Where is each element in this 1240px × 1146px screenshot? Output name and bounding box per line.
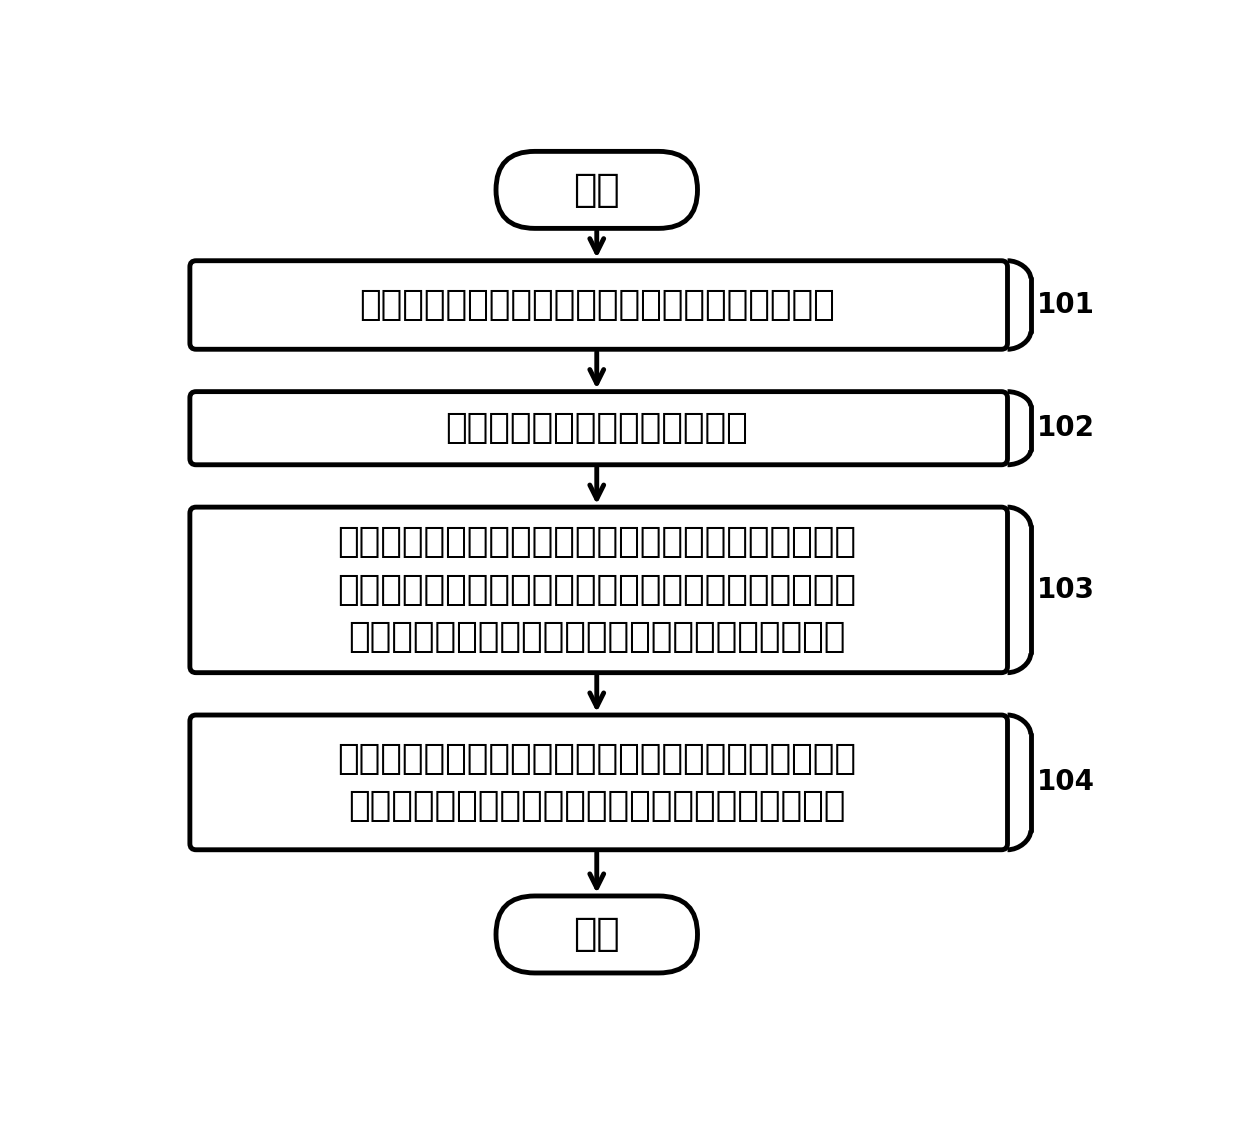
FancyBboxPatch shape — [190, 261, 1007, 350]
FancyBboxPatch shape — [496, 151, 697, 228]
FancyBboxPatch shape — [190, 392, 1007, 465]
Text: 结束: 结束 — [573, 916, 620, 953]
Text: 开始: 开始 — [573, 171, 620, 209]
Text: 提供一空芯光纤，该空芯光纤内壁上具有纳米颗粒: 提供一空芯光纤，该空芯光纤内壁上具有纳米颗粒 — [358, 288, 835, 322]
Text: 104: 104 — [1037, 769, 1095, 796]
Text: 101: 101 — [1037, 291, 1095, 319]
FancyBboxPatch shape — [190, 715, 1007, 850]
Text: 对拉曼光谱进行图谱解析，根据拉曼峰位的变化，确定
有机磷的种类；根据拉曼峰强度，确定有机磷的浓度: 对拉曼光谱进行图谱解析，根据拉曼峰位的变化，确定 有机磷的种类；根据拉曼峰强度，… — [337, 741, 857, 823]
FancyBboxPatch shape — [496, 896, 697, 973]
Text: 在空芯光纤内注入有机磷样品液: 在空芯光纤内注入有机磷样品液 — [445, 411, 748, 445]
Text: 通过将激发光从空芯光纤一端入射，采用拉曼光谱采集
系统在空芯光纤的另一端检测通过空芯光纤的内壁全反
射以及纳米颗粒的增强之后的出射光，获得拉曼光谱: 通过将激发光从空芯光纤一端入射，采用拉曼光谱采集 系统在空芯光纤的另一端检测通过… — [337, 525, 857, 654]
FancyBboxPatch shape — [190, 508, 1007, 673]
Text: 103: 103 — [1037, 576, 1095, 604]
Text: 102: 102 — [1037, 414, 1095, 442]
